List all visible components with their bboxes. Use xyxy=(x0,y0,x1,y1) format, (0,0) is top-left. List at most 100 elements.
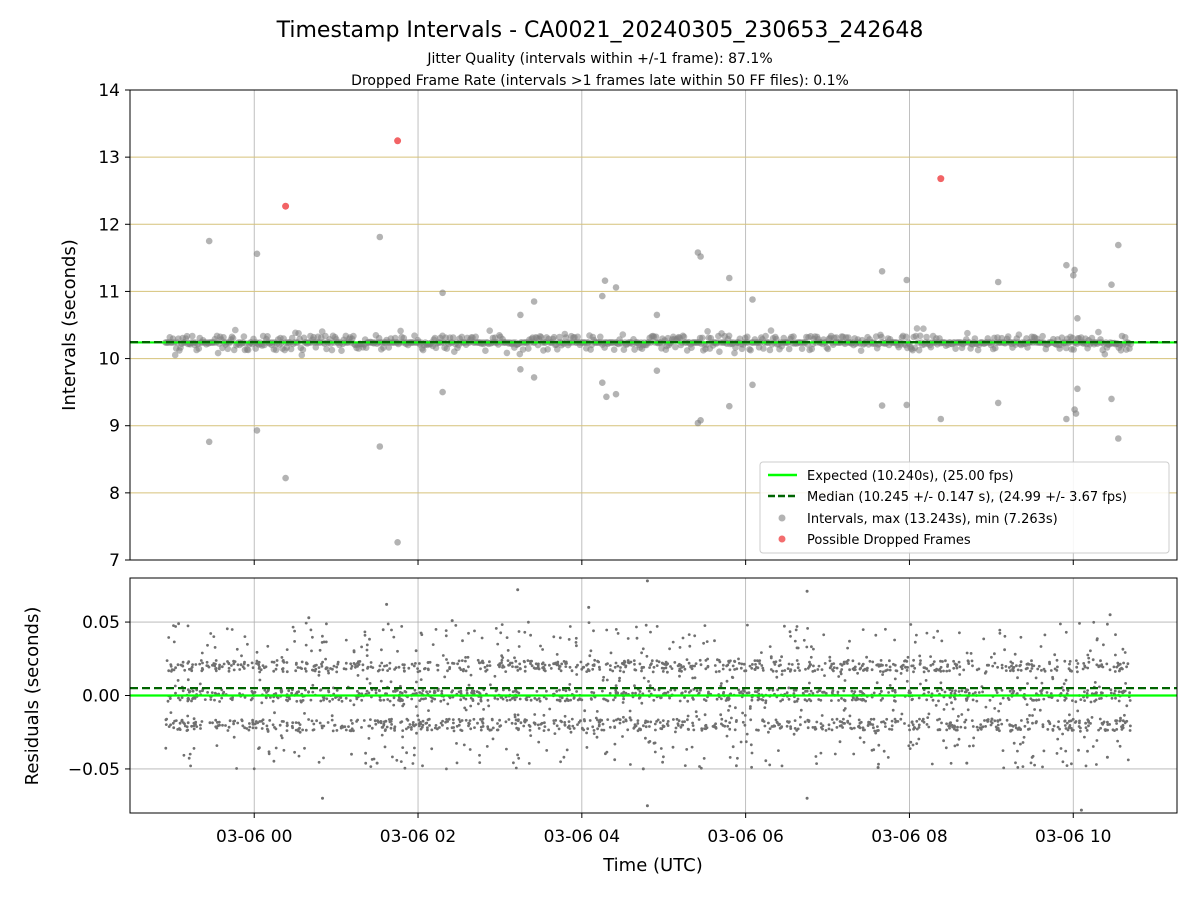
residual-point xyxy=(273,711,276,715)
residual-point xyxy=(268,719,272,722)
residual-point xyxy=(1081,667,1085,671)
residual-point xyxy=(505,636,509,639)
residual-point xyxy=(585,746,589,749)
residual-point xyxy=(344,696,348,700)
residual-point xyxy=(962,668,966,672)
residual-point xyxy=(267,750,271,754)
residual-point xyxy=(199,723,202,727)
residual-point xyxy=(941,660,944,663)
residual-point xyxy=(677,664,681,667)
residual-point xyxy=(733,728,737,732)
residual-point xyxy=(595,710,599,713)
residual-point xyxy=(185,729,189,732)
residual-point xyxy=(882,720,885,723)
residual-point xyxy=(528,728,532,732)
residual-point xyxy=(650,659,654,663)
residual-point xyxy=(517,728,520,732)
residual-point xyxy=(486,725,490,729)
residual-point xyxy=(996,723,1000,727)
residual-point xyxy=(664,660,668,664)
residual-point xyxy=(1083,735,1086,739)
residual-point xyxy=(775,675,779,679)
residual-point xyxy=(527,762,531,765)
residual-point xyxy=(1086,689,1089,692)
residual-point xyxy=(750,765,753,769)
residual-point xyxy=(796,697,800,701)
residual-point xyxy=(1116,661,1120,665)
residual-point xyxy=(298,726,301,730)
residual-point xyxy=(915,633,918,637)
residual-point xyxy=(780,669,784,673)
residual-point xyxy=(412,753,416,757)
residual-point xyxy=(823,674,826,677)
residual-point xyxy=(587,621,591,624)
residual-point xyxy=(877,729,880,732)
residual-point xyxy=(917,737,921,741)
residual-point xyxy=(686,727,690,731)
residual-point xyxy=(169,664,173,668)
residual-point xyxy=(934,669,938,673)
residual-point xyxy=(919,682,922,686)
interval-outlier-point xyxy=(726,402,733,410)
residual-point xyxy=(372,757,376,761)
residual-point xyxy=(499,631,503,635)
residual-point xyxy=(560,696,564,700)
residual-point xyxy=(996,727,1000,730)
residual-point xyxy=(872,726,875,730)
residual-point xyxy=(349,699,352,702)
interval-outlier-point xyxy=(612,284,620,291)
residual-point xyxy=(1083,664,1087,668)
residual-point xyxy=(776,721,779,725)
interval-point xyxy=(1095,328,1102,336)
interval-outlier-point xyxy=(994,399,1002,407)
residual-point xyxy=(868,721,872,724)
residual-point xyxy=(182,721,185,724)
residual-point xyxy=(391,755,394,759)
legend-expected-label: Expected (10.240s), (25.00 fps) xyxy=(807,469,1014,484)
residual-point xyxy=(1042,667,1046,671)
residual-point xyxy=(1079,729,1082,733)
residual-point xyxy=(280,690,283,694)
interval-point xyxy=(232,326,239,334)
residual-point xyxy=(772,725,775,728)
residual-point xyxy=(833,752,837,756)
residual-point xyxy=(636,729,640,733)
residual-point xyxy=(702,641,705,645)
residual-point xyxy=(848,639,851,643)
residual-point xyxy=(436,727,439,731)
residual-point xyxy=(543,721,546,725)
residual-point xyxy=(380,733,384,737)
residual-point xyxy=(434,628,438,631)
residual-point xyxy=(352,703,356,707)
interval-point xyxy=(631,346,638,353)
residual-point xyxy=(181,689,185,693)
interval-point xyxy=(974,346,982,354)
residual-point xyxy=(478,761,482,764)
interval-point xyxy=(916,332,924,340)
residual-point xyxy=(633,668,637,672)
residual-point xyxy=(364,761,368,765)
interval-point xyxy=(597,333,604,341)
residual-point xyxy=(781,698,784,702)
residual-point xyxy=(335,729,339,732)
residual-point xyxy=(993,661,997,665)
residual-point xyxy=(368,682,372,685)
residual-point xyxy=(931,698,935,702)
residual-point xyxy=(948,669,951,673)
residual-point xyxy=(559,669,563,673)
residual-point xyxy=(209,698,213,701)
residual-point xyxy=(832,662,836,665)
residual-point xyxy=(675,717,679,721)
residual-point xyxy=(1112,665,1116,669)
residual-point xyxy=(731,676,735,679)
residual-point xyxy=(1069,719,1073,723)
residual-point xyxy=(259,668,263,672)
residual-point xyxy=(822,690,825,694)
residual-point xyxy=(666,720,670,723)
residual-point xyxy=(410,697,414,701)
residual-point xyxy=(1053,667,1057,671)
residual-point xyxy=(557,727,561,731)
residual-point xyxy=(441,719,444,723)
residual-point xyxy=(473,726,476,729)
top-y-tick-label: 14 xyxy=(98,81,120,101)
